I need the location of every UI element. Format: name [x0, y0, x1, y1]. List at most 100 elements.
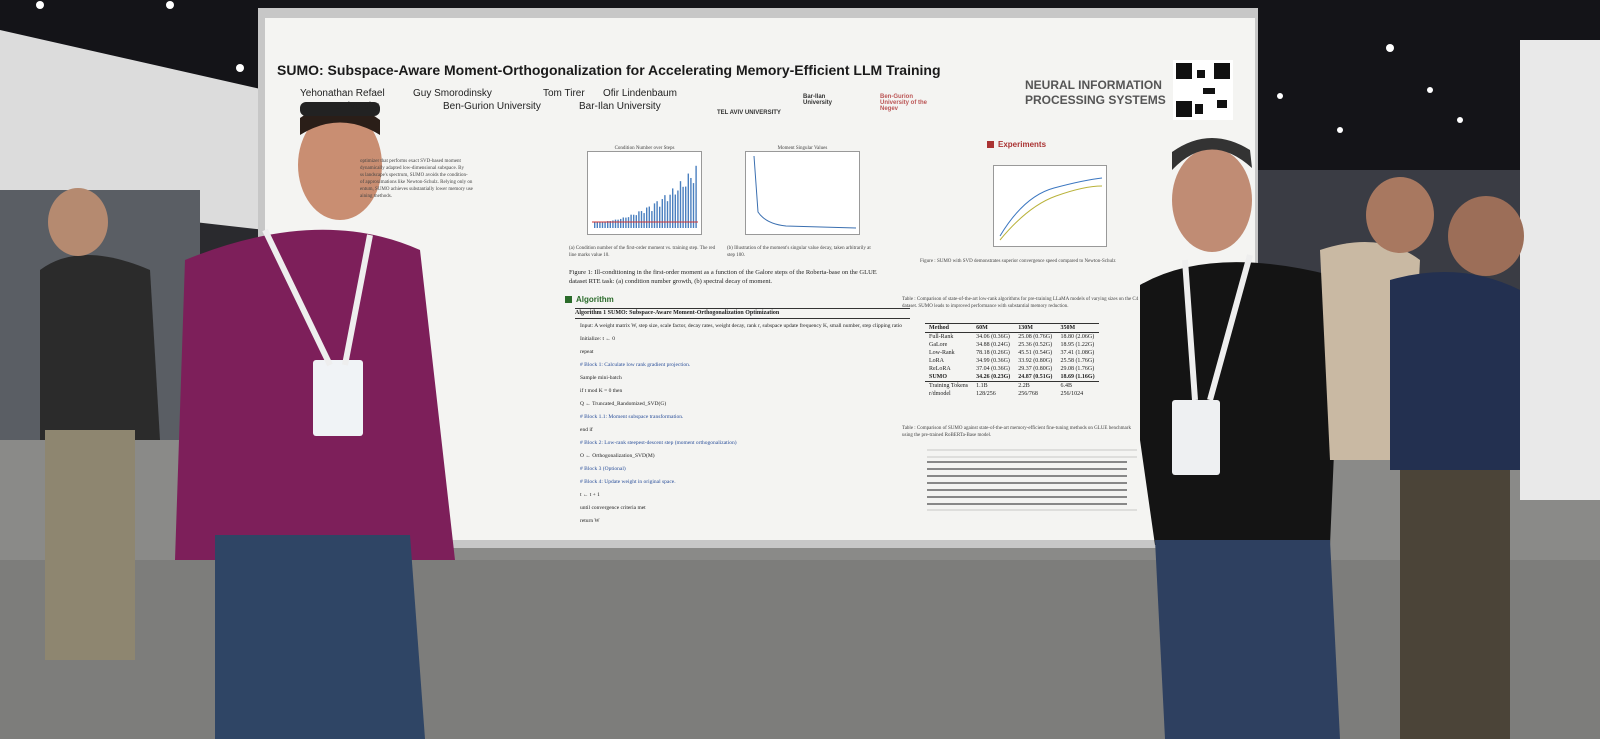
decorative-bar — [656, 201, 658, 228]
table-cell: 34.26 (0.23G) — [976, 374, 1011, 380]
decorative-bar — [622, 217, 624, 228]
table-cell: 256/768 — [1018, 391, 1038, 397]
decorative-bar — [695, 165, 697, 228]
decorative-bar — [648, 206, 650, 228]
decorative-bar — [630, 214, 632, 228]
author: Yehonathan Refael — [300, 88, 385, 99]
algorithm-line: O ← Orthogonalization_SVD(M) — [580, 453, 655, 459]
decorative-bar — [599, 221, 601, 228]
decorative-bar — [677, 190, 679, 228]
affiliation: Ben-Gurion University — [443, 101, 541, 112]
section-heading: Experiments — [987, 140, 1046, 149]
decorative-bar — [646, 207, 648, 228]
table-cell: 29.08 (1.76G) — [1060, 366, 1095, 372]
decorative-bar — [661, 199, 663, 228]
table-cell: 78.18 (0.26G) — [976, 350, 1010, 356]
conference-logo: NEURAL INFORMATION PROCESSING SYSTEMS — [1025, 78, 1166, 107]
figure-caption: Figure 1: Ill-conditioning in the first-… — [569, 269, 877, 285]
decorative-bar — [672, 188, 674, 228]
decorative-bar — [666, 201, 669, 228]
results-table: Method 60M 130M 350M Full-Rank 34.06 (0.36G) 2… — [925, 323, 1099, 398]
algorithm-line: # Block 3 (Optional) — [580, 466, 626, 472]
table-cell: 6.4B — [1060, 383, 1072, 389]
table-cell: Low-Rank — [929, 350, 955, 356]
table-cell: 37.41 (1.08G) — [1060, 350, 1095, 356]
decorative-bar — [653, 203, 656, 228]
algorithm-line: t ← t + 1 — [580, 492, 600, 498]
decorative-bar — [664, 195, 666, 228]
table-cell: 128/256 — [976, 391, 996, 397]
table-cell: 29.37 (0.80G) — [1018, 366, 1053, 372]
intro-line: dynamically adapted low-dimensional subs… — [360, 166, 465, 171]
decorative-bar — [643, 213, 645, 228]
affiliation: Bar-Ilan University — [579, 101, 661, 112]
decorative-bar — [690, 177, 692, 228]
algorithm-title: Algorithm 1 SUMO: Subspace-Aware Moment-… — [575, 308, 910, 319]
table-cell: 18.80 (2.06G) — [1060, 334, 1095, 340]
intro-line: entum, SUMO achieves substantially lower… — [360, 187, 473, 192]
author: Guy Smorodinsky — [413, 88, 492, 99]
table-cell: Full-Rank — [929, 334, 954, 340]
qr-code — [1173, 60, 1233, 120]
decorative-bar — [609, 221, 611, 228]
decorative-bar — [601, 221, 604, 228]
algorithm-body: Input: A weight matrix W, step size, sca… — [580, 320, 910, 528]
table-2 — [927, 449, 1137, 511]
decorative-bar — [659, 206, 661, 228]
decorative-bar — [679, 181, 682, 228]
table-caption: Table : Comparison of SUMO against state… — [902, 426, 1131, 438]
table-row: Low-Rank 78.18 (0.26G) 45.51 (0.54G) 37.41 … — [925, 349, 1099, 357]
algorithm-line: # Block 1: Calculate low rank gradient p… — [580, 362, 691, 368]
table-row: r/dmodel 128/256 256/768 256/1024 — [925, 390, 1099, 398]
decorative-bar — [594, 222, 596, 228]
intro-line: of approximations like Newton-Schulz. Re… — [360, 180, 473, 185]
table-header-cell: 130M — [1014, 323, 1057, 333]
table-caption: Table : Comparison of state-of-the-art l… — [902, 297, 1139, 309]
algorithm-line: return W — [580, 518, 600, 524]
intro-text: optimizer that performs exact SVD-based … — [360, 158, 560, 200]
table-header-cell: 60M — [972, 323, 1015, 333]
author: Ofir Lindenbaum — [603, 88, 677, 99]
experiments-chart — [993, 165, 1107, 247]
algorithm-line: end if — [580, 427, 593, 433]
figure-title: Condition Number over Steps — [614, 146, 675, 151]
table-cell: Training Tokens — [929, 383, 969, 389]
table-cell: 34.99 (0.36G) — [976, 358, 1010, 364]
table-cell: SUMO — [929, 374, 947, 380]
table-cell: ReLoRA — [929, 366, 951, 372]
table-cell: 37.04 (0.36G) — [976, 366, 1010, 372]
table-cell: 33.92 (0.80G) — [1018, 358, 1053, 364]
decorative-bar — [669, 194, 671, 228]
decorative-bar — [612, 220, 614, 228]
table-row: ReLoRA 37.04 (0.36G) 29.37 (0.80G) 29.08 (1… — [925, 365, 1099, 373]
decorative-bar — [685, 186, 687, 228]
poster: SUMO: Subspace-Aware Moment-Orthogonaliz… — [265, 20, 1255, 540]
table-cell: GaLore — [929, 342, 948, 348]
algorithm-line: if t mod K = 0 then — [580, 388, 623, 394]
section-heading: Algorithm — [565, 295, 614, 304]
table-cell: 2.2B — [1018, 383, 1030, 389]
decorative-bar — [604, 221, 606, 228]
decorative-bar — [625, 217, 627, 228]
algorithm-line: repeat — [580, 349, 594, 355]
table-row: Full-Rank 34.06 (0.36G) 25.08 (0.76G) 18.80… — [925, 333, 1099, 342]
decorative-bar — [638, 211, 640, 228]
table-header-row: Method 60M 130M 350M — [925, 323, 1099, 333]
decorative-bar — [633, 214, 635, 228]
algorithm-line: until convergence criteria met — [580, 505, 646, 511]
algorithm-line: Initialize: t ← 0 — [580, 336, 615, 342]
table-header-cell: Method — [925, 323, 973, 333]
table-cell: 34.06 (0.36G) — [976, 334, 1010, 340]
decorative-bar — [674, 194, 676, 228]
algorithm-line: # Block 1.1: Moment subspace transformat… — [580, 414, 684, 420]
table-cell: 45.51 (0.54G) — [1018, 350, 1053, 356]
algorithm-line: # Block 2: Low-rank steepest-descent ste… — [580, 440, 737, 446]
table-cell: 25.36 (0.52G) — [1018, 342, 1053, 348]
decorative-bar — [687, 173, 689, 228]
table-cell: 18.95 (1.22G) — [1060, 342, 1095, 348]
table-row: SUMO 34.26 (0.23G) 24.87 (0.51G) 18.69 (1.1… — [925, 373, 1099, 382]
intro-line: aining methods. — [360, 194, 392, 199]
algorithm-line: # Block 4: Update weight in original spa… — [580, 479, 676, 485]
